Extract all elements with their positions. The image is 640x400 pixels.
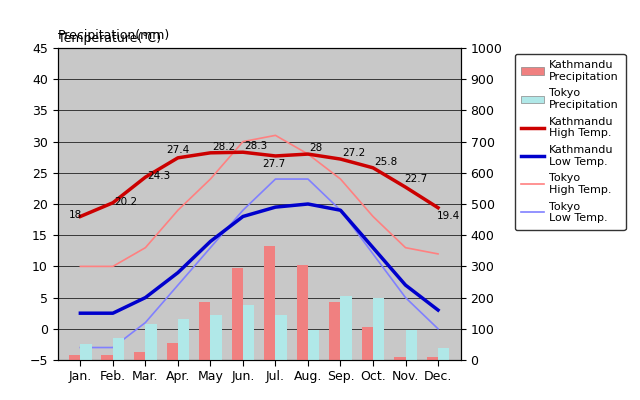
Text: Temperature(℃): Temperature(℃) [58, 32, 161, 46]
Bar [394, 357, 406, 360]
Text: 27.2: 27.2 [342, 148, 365, 158]
Legend: Kathmandu
Precipitation, Tokyo
Precipitation, Kathmandu
High Temp., Kathmandu
Lo: Kathmandu Precipitation, Tokyo Precipita… [515, 54, 626, 230]
Text: 28: 28 [310, 143, 323, 153]
Text: 22.7: 22.7 [404, 174, 427, 184]
Bar [81, 344, 92, 360]
Bar [102, 355, 113, 360]
Bar [340, 296, 352, 360]
Bar [264, 246, 275, 360]
Bar [113, 338, 124, 360]
Bar [296, 265, 308, 360]
Bar [69, 355, 81, 360]
Bar [373, 298, 385, 360]
Text: 19.4: 19.4 [436, 211, 460, 221]
Bar [134, 352, 145, 360]
Bar [406, 330, 417, 360]
Text: 20.2: 20.2 [115, 197, 138, 207]
Bar [438, 348, 449, 360]
Bar [275, 315, 287, 360]
Bar [178, 320, 189, 360]
Bar [243, 306, 254, 360]
Bar [166, 343, 178, 360]
Bar [329, 302, 340, 360]
Text: 18: 18 [69, 210, 82, 220]
Bar [362, 327, 373, 360]
Bar [211, 315, 222, 360]
Text: 25.8: 25.8 [374, 157, 398, 167]
Text: 27.4: 27.4 [166, 145, 190, 155]
Text: 27.7: 27.7 [262, 159, 285, 169]
Bar [199, 302, 211, 360]
Text: 28.3: 28.3 [244, 141, 268, 151]
Text: 24.3: 24.3 [147, 171, 170, 181]
Bar [145, 324, 157, 360]
Text: 28.2: 28.2 [212, 142, 236, 152]
Bar [308, 330, 319, 360]
Y-axis label: Precipitation(mm): Precipitation(mm) [58, 29, 170, 42]
Bar [427, 357, 438, 360]
Bar [232, 268, 243, 360]
